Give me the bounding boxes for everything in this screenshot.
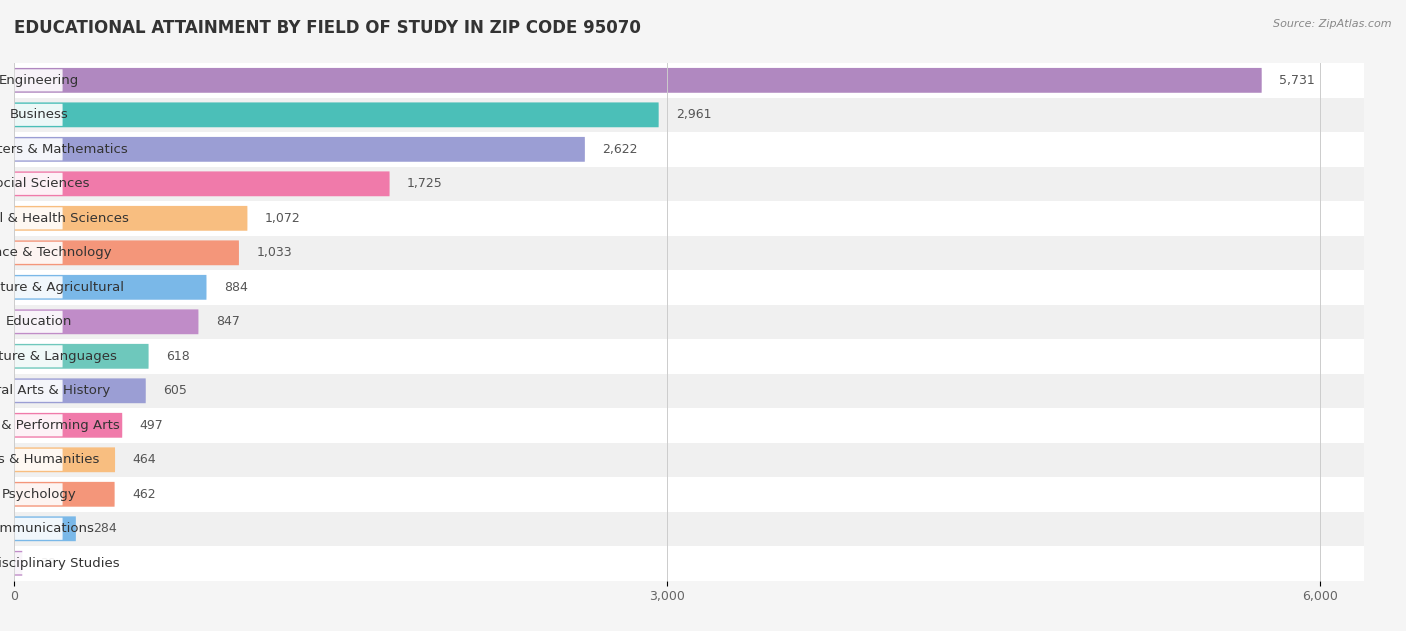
FancyBboxPatch shape bbox=[14, 552, 63, 574]
Bar bbox=[14, 408, 1364, 442]
FancyBboxPatch shape bbox=[14, 137, 585, 162]
Text: 1,725: 1,725 bbox=[406, 177, 443, 191]
Text: Arts & Humanities: Arts & Humanities bbox=[0, 453, 100, 466]
FancyBboxPatch shape bbox=[14, 102, 658, 127]
Text: 618: 618 bbox=[166, 350, 190, 363]
Bar bbox=[14, 546, 1364, 581]
Text: Liberal Arts & History: Liberal Arts & History bbox=[0, 384, 110, 398]
Text: Multidisciplinary Studies: Multidisciplinary Studies bbox=[0, 557, 120, 570]
Text: Literature & Languages: Literature & Languages bbox=[0, 350, 117, 363]
FancyBboxPatch shape bbox=[14, 344, 149, 369]
Text: 464: 464 bbox=[132, 453, 156, 466]
Text: 847: 847 bbox=[217, 316, 240, 328]
FancyBboxPatch shape bbox=[14, 415, 63, 436]
FancyBboxPatch shape bbox=[14, 311, 63, 333]
Text: 2,622: 2,622 bbox=[602, 143, 638, 156]
Text: Visual & Performing Arts: Visual & Performing Arts bbox=[0, 419, 120, 432]
Text: Bio, Nature & Agricultural: Bio, Nature & Agricultural bbox=[0, 281, 124, 294]
FancyBboxPatch shape bbox=[14, 518, 63, 540]
FancyBboxPatch shape bbox=[14, 309, 198, 334]
Text: Engineering: Engineering bbox=[0, 74, 79, 87]
FancyBboxPatch shape bbox=[14, 240, 239, 265]
FancyBboxPatch shape bbox=[14, 413, 122, 438]
Text: 38: 38 bbox=[39, 557, 56, 570]
FancyBboxPatch shape bbox=[14, 447, 115, 472]
Bar bbox=[14, 270, 1364, 305]
Bar bbox=[14, 98, 1364, 132]
Bar bbox=[14, 167, 1364, 201]
Bar bbox=[14, 201, 1364, 235]
Text: 284: 284 bbox=[93, 522, 117, 535]
FancyBboxPatch shape bbox=[14, 138, 63, 160]
Bar bbox=[14, 132, 1364, 167]
Bar bbox=[14, 442, 1364, 477]
FancyBboxPatch shape bbox=[14, 483, 63, 505]
FancyBboxPatch shape bbox=[14, 208, 63, 229]
Text: Source: ZipAtlas.com: Source: ZipAtlas.com bbox=[1274, 19, 1392, 29]
FancyBboxPatch shape bbox=[14, 449, 63, 471]
FancyBboxPatch shape bbox=[14, 242, 63, 264]
Text: Business: Business bbox=[10, 109, 67, 121]
FancyBboxPatch shape bbox=[14, 551, 22, 575]
FancyBboxPatch shape bbox=[14, 380, 63, 402]
Bar bbox=[14, 374, 1364, 408]
FancyBboxPatch shape bbox=[14, 482, 115, 507]
FancyBboxPatch shape bbox=[14, 172, 389, 196]
Text: Science & Technology: Science & Technology bbox=[0, 246, 111, 259]
Text: 1,072: 1,072 bbox=[264, 212, 301, 225]
FancyBboxPatch shape bbox=[14, 68, 1261, 93]
FancyBboxPatch shape bbox=[14, 276, 63, 298]
FancyBboxPatch shape bbox=[14, 206, 247, 231]
Text: Social Sciences: Social Sciences bbox=[0, 177, 90, 191]
Bar bbox=[14, 339, 1364, 374]
FancyBboxPatch shape bbox=[14, 345, 63, 367]
Text: Physical & Health Sciences: Physical & Health Sciences bbox=[0, 212, 128, 225]
Bar bbox=[14, 305, 1364, 339]
Text: Psychology: Psychology bbox=[1, 488, 76, 501]
FancyBboxPatch shape bbox=[14, 379, 146, 403]
Text: 497: 497 bbox=[139, 419, 163, 432]
Text: 462: 462 bbox=[132, 488, 156, 501]
FancyBboxPatch shape bbox=[14, 173, 63, 195]
Text: 1,033: 1,033 bbox=[256, 246, 292, 259]
FancyBboxPatch shape bbox=[14, 516, 76, 541]
Text: Communications: Communications bbox=[0, 522, 94, 535]
FancyBboxPatch shape bbox=[14, 275, 207, 300]
Bar bbox=[14, 477, 1364, 512]
FancyBboxPatch shape bbox=[14, 69, 63, 91]
Text: Education: Education bbox=[6, 316, 72, 328]
Text: 605: 605 bbox=[163, 384, 187, 398]
Bar bbox=[14, 512, 1364, 546]
Bar bbox=[14, 235, 1364, 270]
FancyBboxPatch shape bbox=[14, 104, 63, 126]
Text: 5,731: 5,731 bbox=[1279, 74, 1315, 87]
Text: 884: 884 bbox=[224, 281, 247, 294]
Text: 2,961: 2,961 bbox=[676, 109, 711, 121]
Text: Computers & Mathematics: Computers & Mathematics bbox=[0, 143, 128, 156]
Text: EDUCATIONAL ATTAINMENT BY FIELD OF STUDY IN ZIP CODE 95070: EDUCATIONAL ATTAINMENT BY FIELD OF STUDY… bbox=[14, 19, 641, 37]
Bar bbox=[14, 63, 1364, 98]
